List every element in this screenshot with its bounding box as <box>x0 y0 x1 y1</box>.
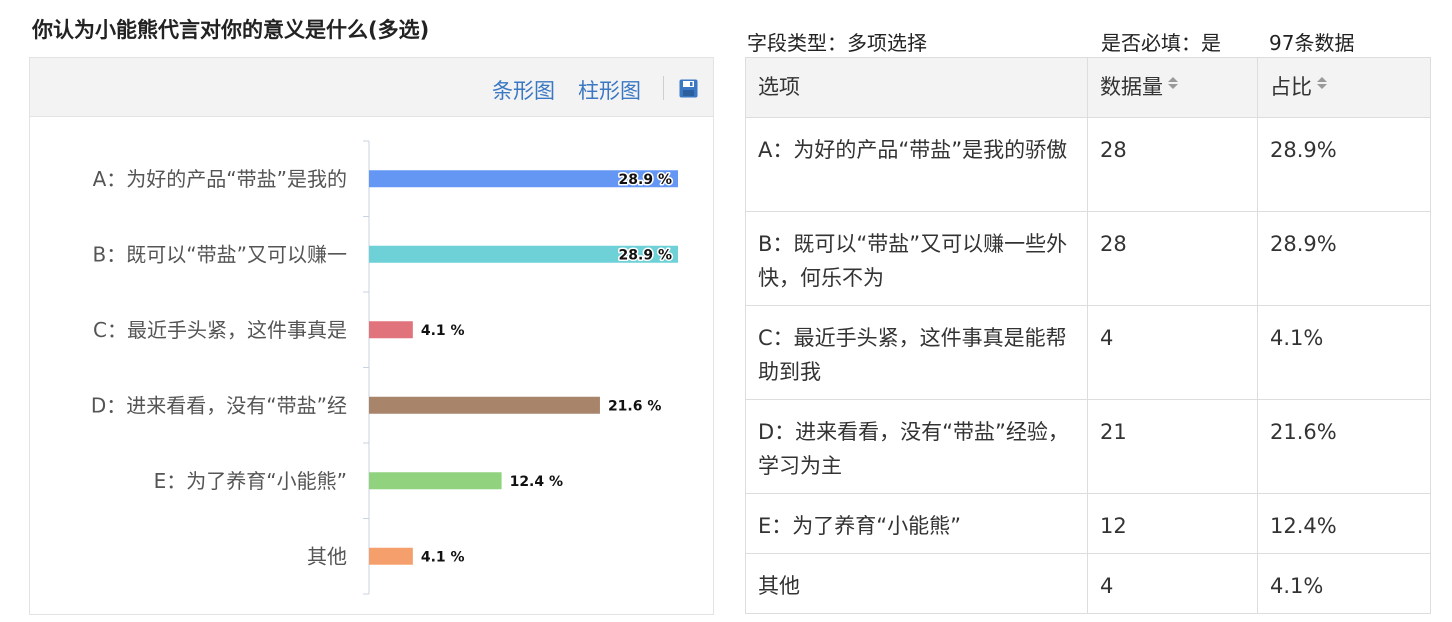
column-header-percent[interactable]: 占比 <box>1257 57 1431 118</box>
field-type-text: 字段类型：多项选择 <box>747 31 927 55</box>
toolbar-divider <box>663 76 664 100</box>
chart-panel: 条形图 柱形图 A：为好的产品“带盐”是我的 28.9 % B：既可以“带盐”又可以… <box>29 57 714 615</box>
percent-cell: 12.4% <box>1257 493 1431 554</box>
option-cell: A：为好的产品“带盐”是我的骄傲 <box>745 117 1088 212</box>
table-row: E：为了养育“小能熊” 12 12.4% <box>745 493 1431 554</box>
question-title: 你认为小能熊代言对你的意义是什么(多选) <box>32 18 430 42</box>
table-row: B：既可以“带盐”又可以赚一些外快，何乐不为 28 28.9% <box>745 211 1431 306</box>
option-cell: D：进来看看，没有“带盐”经验，学习为主 <box>745 399 1088 494</box>
category-label: E：为了养育“小能熊” <box>154 469 347 493</box>
category-label: 其他 <box>307 544 347 568</box>
data-table: 选项 数据量 占比 A：为好的产品“带盐”是我的骄傲 28 28.9% B：既可… <box>745 57 1431 614</box>
data-label: 4.1 % <box>421 323 465 339</box>
count-cell: 12 <box>1087 493 1258 554</box>
count-cell: 4 <box>1087 553 1258 614</box>
percent-cell: 4.1% <box>1257 553 1431 614</box>
bar[interactable] <box>369 245 678 263</box>
data-label: 28.9 % <box>619 247 672 263</box>
data-label: 4.1 % <box>421 549 465 565</box>
required-text: 是否必填：是 <box>1101 31 1221 55</box>
sort-icon[interactable] <box>1168 77 1178 91</box>
count-cell: 28 <box>1087 117 1258 212</box>
table-row: D：进来看看，没有“带盐”经验，学习为主 21 21.6% <box>745 399 1431 494</box>
category-label: A：为好的产品“带盐”是我的 <box>93 167 347 191</box>
percent-cell: 21.6% <box>1257 399 1431 494</box>
percent-cell: 4.1% <box>1257 305 1431 400</box>
column-chart-tab[interactable]: 柱形图 <box>578 79 641 103</box>
table-header-row: 选项 数据量 占比 <box>745 57 1431 118</box>
category-label: D：进来看看，没有“带盐”经 <box>91 393 347 417</box>
bar[interactable] <box>369 170 678 188</box>
bar[interactable] <box>369 547 413 565</box>
count-cell: 4 <box>1087 305 1258 400</box>
chart-toolbar: 条形图 柱形图 <box>30 58 713 117</box>
data-label: 21.6 % <box>608 398 661 414</box>
count-cell: 28 <box>1087 211 1258 306</box>
record-count: 97条数据 <box>1269 31 1355 55</box>
data-label: 12.4 % <box>510 474 563 490</box>
column-header-count[interactable]: 数据量 <box>1087 57 1258 118</box>
save-icon[interactable] <box>679 79 698 98</box>
option-cell: C：最近手头紧，这件事真是能帮助到我 <box>745 305 1088 400</box>
option-cell: E：为了养育“小能熊” <box>745 493 1088 554</box>
percent-cell: 28.9% <box>1257 211 1431 306</box>
option-cell: 其他 <box>745 553 1088 614</box>
percent-cell: 28.9% <box>1257 117 1431 212</box>
category-label: B：既可以“带盐”又可以赚一 <box>93 242 347 266</box>
bar[interactable] <box>369 321 413 339</box>
count-cell: 21 <box>1087 399 1258 494</box>
option-cell: B：既可以“带盐”又可以赚一些外快，何乐不为 <box>745 211 1088 306</box>
bar-chart: A：为好的产品“带盐”是我的 28.9 % B：既可以“带盐”又可以赚一 28.9 %… <box>91 140 678 595</box>
table-row: A：为好的产品“带盐”是我的骄傲 28 28.9% <box>745 117 1431 212</box>
bar-chart-tab[interactable]: 条形图 <box>492 79 555 103</box>
column-header-option: 选项 <box>745 57 1088 118</box>
data-label: 28.9 % <box>619 172 672 188</box>
sort-icon[interactable] <box>1317 77 1327 91</box>
table-row: C：最近手头紧，这件事真是能帮助到我 4 4.1% <box>745 305 1431 400</box>
bar[interactable] <box>369 472 502 490</box>
table-row: 其他 4 4.1% <box>745 553 1431 614</box>
category-label: C：最近手头紧，这件事真是 <box>93 318 347 342</box>
bar[interactable] <box>369 396 600 414</box>
